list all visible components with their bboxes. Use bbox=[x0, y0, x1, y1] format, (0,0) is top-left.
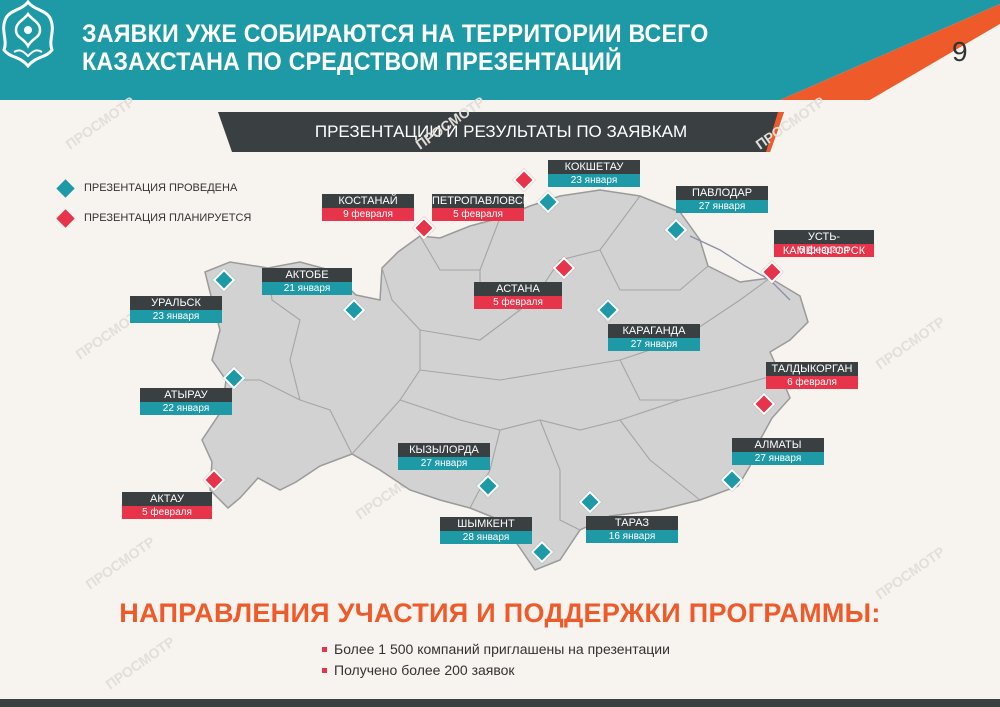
city-marker-taldykorgan[interactable] bbox=[752, 392, 776, 416]
section-banner-title: Презентации и результаты по заявкам bbox=[314, 122, 688, 141]
city-label-karaganda: Караганда 27 января bbox=[608, 324, 700, 351]
city-marker-kokshetau[interactable] bbox=[536, 190, 560, 214]
city-label-shymkent: Шымкент 28 января bbox=[440, 517, 532, 544]
list-item: Получено более 200 заявок bbox=[322, 660, 670, 681]
city-label-uralsk: Уральск 23 января bbox=[130, 296, 222, 323]
city-marker-almaty[interactable] bbox=[720, 468, 744, 492]
city-marker-kyzylorda[interactable] bbox=[476, 474, 500, 498]
city-label-ust-kamenogorsk: Усть-Каменогорск 5 февраля bbox=[774, 230, 874, 257]
city-label-kyzylorda: Кызылорда 27 января bbox=[398, 443, 490, 470]
city-label-taldykorgan: Талдыкорган 6 февраля bbox=[766, 362, 858, 389]
region-borders bbox=[226, 195, 781, 531]
bullet-list: Более 1 500 компаний приглашены на презе… bbox=[322, 639, 670, 681]
city-marker-karaganda[interactable] bbox=[596, 298, 620, 322]
section-headline: Направления участия и поддержки программ… bbox=[119, 598, 881, 628]
ornament-logo-icon bbox=[2, 0, 54, 68]
city-marker-aktobe[interactable] bbox=[342, 298, 366, 322]
legend-planned-label: Презентация планируется bbox=[84, 212, 252, 224]
svg-text:ПРОСМОТР: ПРОСМОТР bbox=[873, 543, 948, 602]
page-number: 9 bbox=[952, 36, 968, 67]
city-marker-kokshetau-extra[interactable] bbox=[512, 168, 536, 192]
city-label-aktau: Актау 5 февраля bbox=[122, 492, 212, 519]
legend-done-label: Презентация проведена bbox=[84, 182, 238, 194]
city-label-petropavlovsk: Петропавловск 5 февраля bbox=[432, 194, 530, 221]
city-marker-uralsk[interactable] bbox=[212, 268, 236, 292]
city-marker-taraz[interactable] bbox=[578, 490, 602, 514]
city-label-kostanay: Костанай 9 февраля bbox=[322, 194, 414, 221]
list-item: Более 1 500 компаний приглашены на презе… bbox=[322, 639, 670, 660]
city-label-astana: Астана 5 февраля bbox=[474, 282, 562, 309]
teal-diamond-icon bbox=[56, 179, 75, 198]
header: Заявки уже собираются на территории всег… bbox=[0, 0, 1000, 100]
page-title: Заявки уже собираются на территории всег… bbox=[82, 20, 709, 76]
city-marker-atyrau[interactable] bbox=[222, 366, 246, 390]
watermark-text: ПРОСМОТР bbox=[63, 93, 138, 152]
red-diamond-icon bbox=[56, 209, 75, 228]
city-marker-aktau[interactable] bbox=[202, 468, 226, 492]
city-marker-astana[interactable] bbox=[552, 256, 576, 280]
header-background bbox=[0, 0, 1000, 100]
city-label-aktobe: Актобе 21 января bbox=[262, 268, 352, 295]
svg-text:ПРОСМОТР: ПРОСМОТР bbox=[103, 633, 178, 692]
city-marker-shymkent[interactable] bbox=[530, 540, 554, 564]
city-label-kokshetau: Кокшетау 23 января bbox=[548, 160, 640, 187]
svg-text:ПРОСМОТР: ПРОСМОТР bbox=[83, 533, 158, 592]
city-label-atyrau: Атырау 22 января bbox=[140, 388, 232, 415]
footer-bar bbox=[0, 699, 1000, 707]
section-banner-shape bbox=[218, 112, 784, 152]
svg-text:ПРОСМОТР: ПРОСМОТР bbox=[873, 313, 948, 372]
svg-text:ПРОСМОТР: ПРОСМОТР bbox=[353, 463, 428, 522]
country-outline bbox=[201, 189, 809, 571]
city-label-pavlodar: Павлодар 27 января bbox=[676, 186, 768, 213]
city-label-almaty: Алматы 27 января bbox=[732, 438, 824, 465]
city-marker-ust-kamenogorsk[interactable] bbox=[760, 260, 784, 284]
city-marker-pavlodar[interactable] bbox=[664, 218, 688, 242]
city-label-taraz: Тараз 16 января bbox=[586, 516, 678, 543]
